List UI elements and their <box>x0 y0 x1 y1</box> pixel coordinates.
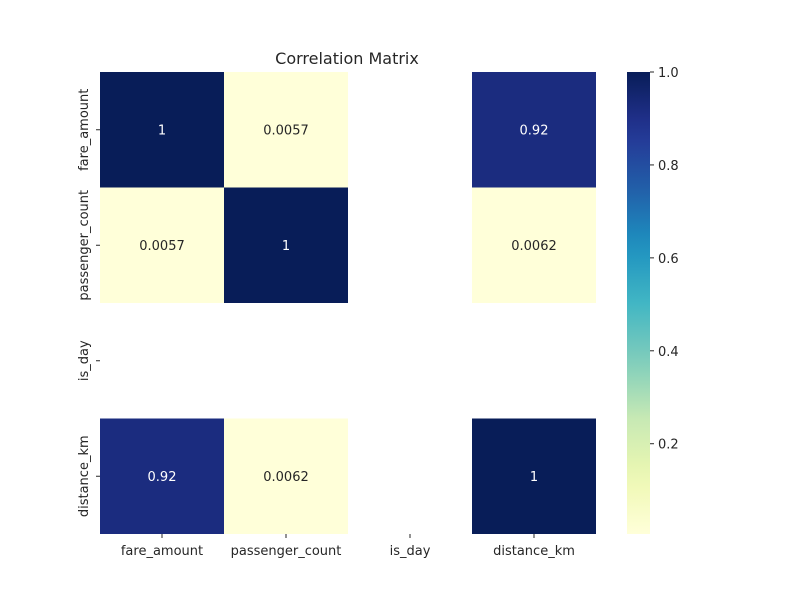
x-axis-ticks: fare_amount passenger_count is_day distance… <box>121 534 575 559</box>
heatmap-cell <box>100 187 224 303</box>
cell-annotation: 0.92 <box>520 123 549 138</box>
cell-annotation: 0.0057 <box>139 239 185 254</box>
cell-annotation: 1 <box>530 470 538 485</box>
y-tick-label: passenger_count <box>77 190 92 301</box>
heatmap-cell <box>348 418 472 534</box>
heatmap-cell <box>348 303 472 419</box>
heatmap-cell <box>472 187 596 303</box>
x-tick-label: is_day <box>390 544 431 559</box>
colorbar-gradient <box>627 72 650 534</box>
heatmap-cell <box>472 303 596 419</box>
heatmap-cell <box>472 418 596 534</box>
heatmap-cell <box>224 187 348 303</box>
colorbar: 0.2 0.4 0.6 0.8 1.0 <box>627 66 679 534</box>
cell-annotation: 1 <box>282 239 290 254</box>
heatmap-cell <box>224 72 348 188</box>
cell-annotation: 0.0062 <box>263 470 309 485</box>
x-tick-label: fare_amount <box>121 544 203 559</box>
heatmap-cell <box>224 303 348 419</box>
heatmap-cell <box>348 72 472 188</box>
chart-title: Correlation Matrix <box>275 49 419 68</box>
x-tick-label: distance_km <box>493 544 575 559</box>
heatmap-cell <box>348 187 472 303</box>
colorbar-tick-label: 0.4 <box>658 345 679 360</box>
colorbar-tick-label: 1.0 <box>658 66 679 81</box>
heatmap-cells: 1 0.0057 0.92 0.0057 1 0.0062 0.92 0.0062 1 <box>100 72 596 534</box>
y-tick-label: distance_km <box>77 435 92 517</box>
y-tick-label: fare_amount <box>77 89 92 171</box>
cell-annotation: 1 <box>158 123 166 138</box>
colorbar-tick-label: 0.2 <box>658 438 679 453</box>
heatmap-cell <box>472 72 596 188</box>
colorbar-tick-label: 0.8 <box>658 159 679 174</box>
y-axis-ticks: fare_amount passenger_count is_day distance… <box>77 89 100 517</box>
x-tick-label: passenger_count <box>231 544 342 559</box>
heatmap-cell <box>224 418 348 534</box>
heatmap-cell <box>100 303 224 419</box>
heatmap-cell <box>100 418 224 534</box>
cell-annotation: 0.0057 <box>263 123 309 138</box>
cell-annotation: 0.0062 <box>511 239 557 254</box>
heatmap-cell <box>100 72 224 188</box>
cell-annotation: 0.92 <box>148 470 177 485</box>
colorbar-tick-label: 0.6 <box>658 252 679 267</box>
y-tick-label: is_day <box>77 340 92 381</box>
